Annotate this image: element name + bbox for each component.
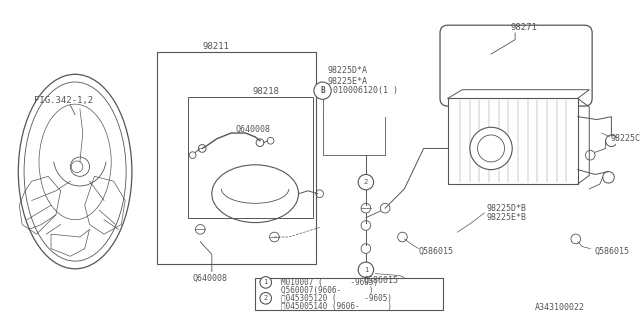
Circle shape [314,82,332,99]
Circle shape [358,262,374,277]
Text: 1: 1 [364,267,368,273]
Text: 98218: 98218 [252,87,279,96]
Text: 98225E*A: 98225E*A [328,76,367,85]
Circle shape [260,292,271,304]
Text: 010006120(1 ): 010006120(1 ) [333,86,398,95]
Text: Ⓢ045005140 (9606-      ): Ⓢ045005140 (9606- ) [281,302,392,311]
Bar [255,278,443,310]
Text: 98225E*B: 98225E*B [486,213,526,222]
Text: 98225D*A: 98225D*A [328,66,367,75]
Text: 98225C: 98225C [611,134,640,143]
Bar [188,97,313,218]
Text: 2: 2 [364,179,368,185]
Text: Q586015: Q586015 [364,276,399,285]
Text: Q560007(9606-      ): Q560007(9606- ) [281,286,374,295]
FancyBboxPatch shape [440,25,592,106]
Text: 2: 2 [264,295,268,301]
Text: 98225D*B: 98225D*B [486,204,526,213]
Text: Q640008: Q640008 [193,274,228,283]
Text: M010007 (      -9605): M010007 ( -9605) [281,278,378,287]
Circle shape [260,276,271,288]
Text: 1: 1 [264,279,268,285]
Text: FIG.342-1,2: FIG.342-1,2 [34,96,93,105]
Text: 98271: 98271 [510,23,537,32]
Circle shape [358,174,374,190]
Text: Q586015: Q586015 [594,247,629,256]
Bar [157,52,316,264]
Circle shape [470,127,512,170]
Text: Q640008: Q640008 [236,125,271,134]
Text: B: B [320,86,325,95]
Text: Q586015: Q586015 [419,247,454,256]
Text: A343100022: A343100022 [534,303,584,312]
Text: 98211: 98211 [202,42,229,51]
Text: Ⓢ045305120 (      -9605): Ⓢ045305120 ( -9605) [281,294,392,303]
Bar [448,98,578,184]
